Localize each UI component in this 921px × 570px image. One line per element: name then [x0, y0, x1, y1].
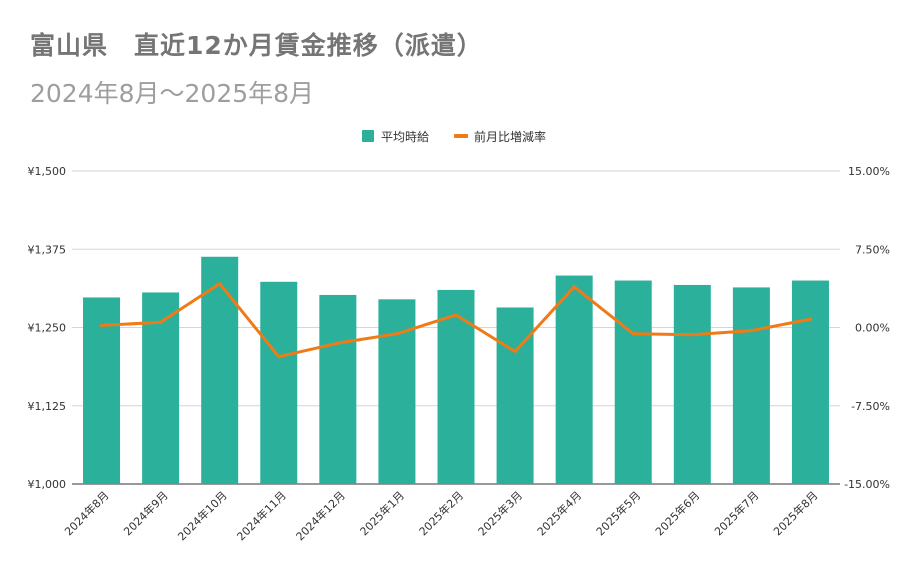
x-tick-label: 2024年10月	[175, 488, 230, 543]
line-point-2025年2月	[454, 313, 458, 317]
y-right-tick-label: 7.50%	[855, 243, 890, 256]
bar-series	[83, 256, 829, 484]
bar-2025年1月	[378, 299, 416, 484]
right-axis: -15.00% -7.50% 0.00% 7.50% 15.00%	[844, 165, 890, 491]
bar-2024年11月	[260, 281, 298, 484]
line-point-2024年12月	[336, 341, 340, 345]
line-point-2025年4月	[572, 285, 576, 289]
x-tick-label: 2025年7月	[711, 488, 761, 538]
x-tick-label: 2025年1月	[357, 488, 407, 538]
x-tick-label: 2025年6月	[652, 488, 702, 538]
line-point-2024年10月	[218, 282, 222, 286]
y-right-tick-label: 0.00%	[855, 322, 890, 335]
y-left-tick-label: ¥1,000	[28, 478, 67, 491]
x-tick-label: 2025年4月	[534, 488, 584, 538]
x-tick-label: 2025年8月	[770, 488, 820, 538]
x-tick-label: 2024年8月	[61, 488, 111, 538]
y-left-tick-label: ¥1,500	[28, 165, 67, 178]
legend-swatch-line	[454, 134, 468, 138]
x-tick-label: 2025年5月	[593, 488, 643, 538]
bar-2025年8月	[791, 280, 829, 484]
y-right-tick-label: 15.00%	[848, 165, 890, 178]
x-tick-label: 2025年2月	[416, 488, 466, 538]
y-left-tick-label: ¥1,250	[28, 322, 67, 335]
line-point-2024年9月	[159, 320, 163, 324]
y-right-tick-label: -15.00%	[844, 478, 890, 491]
line-point-2025年1月	[395, 332, 399, 336]
chart-subtitle: 2024年8月～2025年8月	[30, 79, 315, 108]
bar-2024年10月	[201, 256, 239, 484]
chart-title: 富山県 直近12か月賃金推移（派遣）	[30, 31, 483, 60]
bar-2025年6月	[673, 284, 711, 484]
x-tick-label: 2024年11月	[234, 488, 289, 543]
x-tick-label: 2025年3月	[475, 488, 525, 538]
bar-2024年8月	[83, 297, 121, 484]
x-tick-label: 2024年12月	[293, 488, 348, 543]
legend: 平均時給 前月比増減率	[362, 129, 546, 144]
legend-label-bar: 平均時給	[381, 130, 429, 144]
y-right-tick-label: -7.50%	[851, 400, 890, 413]
left-axis: ¥1,000 ¥1,125 ¥1,250 ¥1,375 ¥1,500	[28, 165, 67, 491]
x-tick-label: 2024年9月	[121, 488, 171, 538]
legend-swatch-bar	[362, 130, 374, 142]
line-point-2025年7月	[749, 329, 753, 333]
bar-2025年7月	[732, 287, 770, 484]
bar-2025年4月	[555, 275, 593, 484]
x-axis: 2024年8月 2024年9月 2024年10月 2024年11月 2024年12月 20…	[61, 488, 820, 543]
bar-2025年5月	[614, 280, 652, 484]
line-point-2025年3月	[513, 349, 517, 353]
line-point-2024年8月	[100, 323, 104, 327]
y-left-tick-label: ¥1,375	[28, 243, 67, 256]
line-point-2024年11月	[277, 355, 281, 359]
line-point-2025年5月	[631, 332, 635, 336]
line-point-2025年8月	[808, 317, 812, 321]
y-left-tick-label: ¥1,125	[28, 400, 67, 413]
bar-2025年3月	[496, 307, 534, 484]
legend-label-line: 前月比増減率	[474, 129, 546, 144]
line-point-2025年6月	[690, 333, 694, 337]
bar-2024年12月	[319, 294, 357, 484]
line-series	[100, 282, 812, 359]
